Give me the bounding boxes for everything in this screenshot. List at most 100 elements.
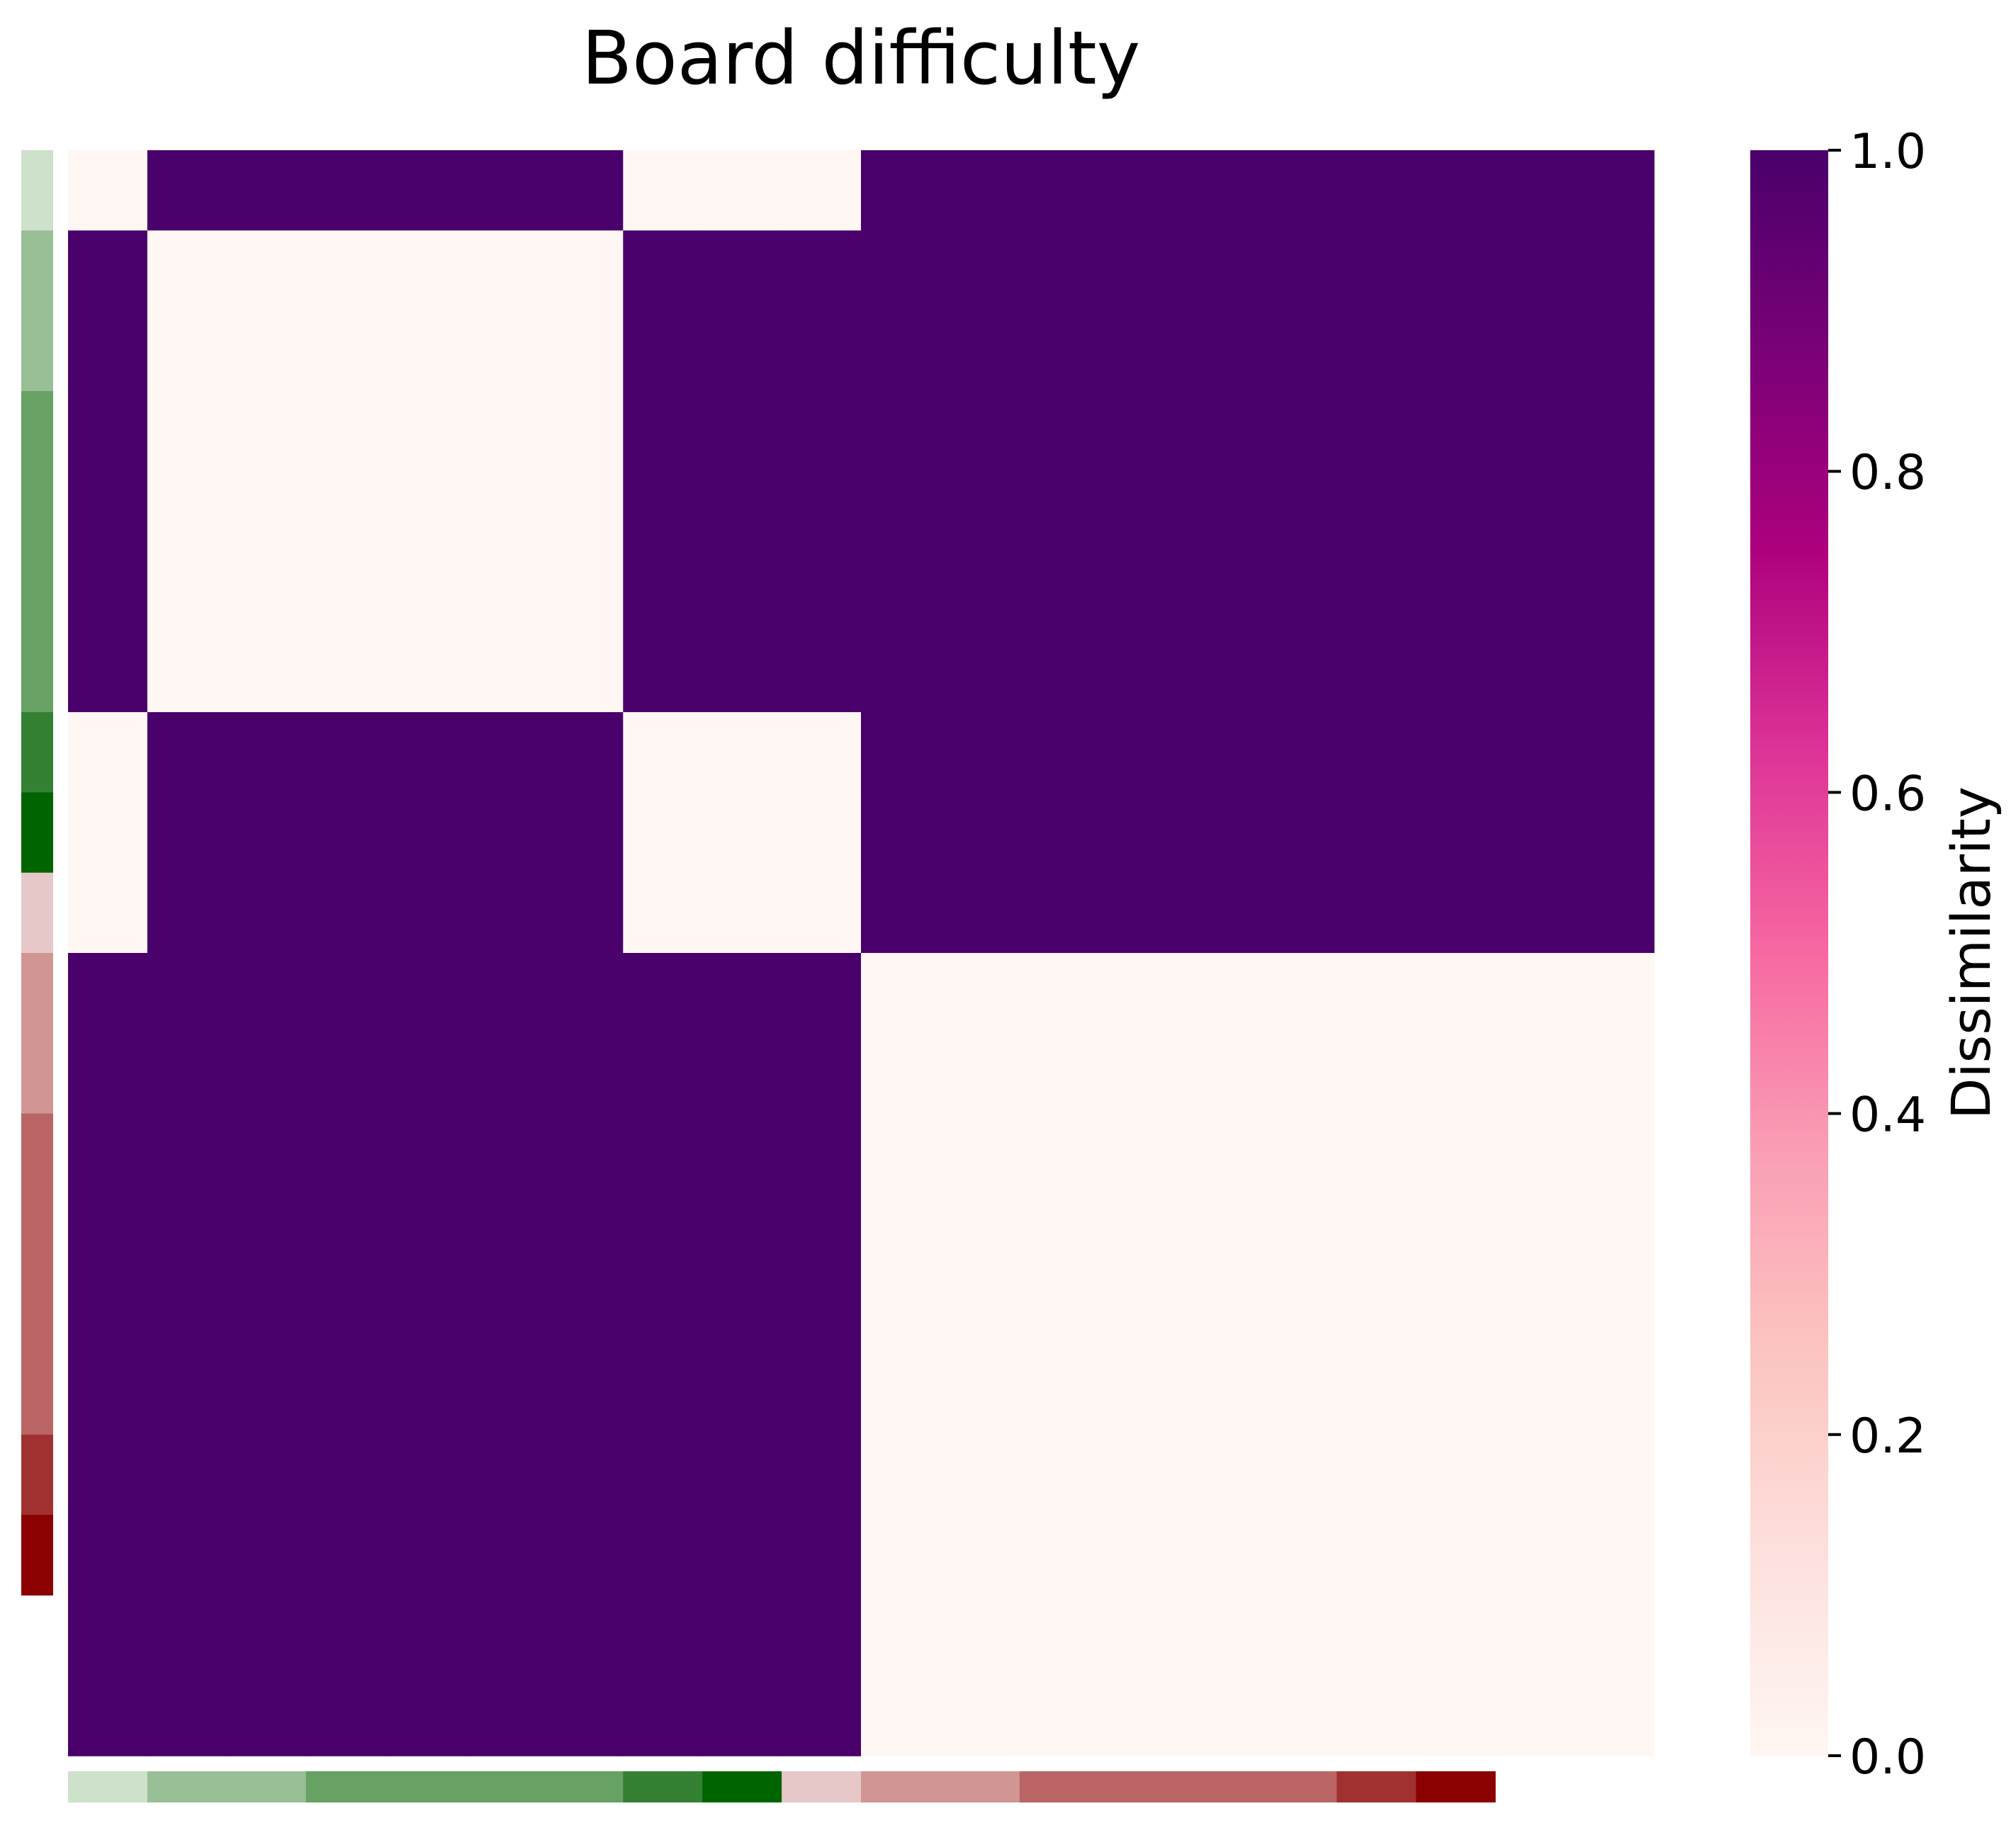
heatmap-cell-10-13 — [1098, 953, 1179, 1034]
heatmap-cell-4-11 — [940, 471, 1020, 553]
heatmap-cell-5-5 — [464, 551, 545, 633]
heatmap-cell-18-7 — [623, 1595, 703, 1676]
heatmap-cell-11-13 — [1098, 1033, 1179, 1114]
heatmap-cell-10-14 — [1178, 953, 1258, 1034]
heatmap-cell-5-19 — [1575, 551, 1655, 633]
heatmap-cell-10-19 — [1575, 953, 1655, 1034]
heatmap-cell-19-11 — [940, 1675, 1020, 1756]
heatmap-cell-4-16 — [1336, 471, 1417, 553]
heatmap-cell-9-13 — [1098, 872, 1179, 954]
heatmap-cell-1-18 — [1495, 230, 1575, 312]
heatmap-cell-14-1 — [147, 1274, 227, 1355]
row-group-color-6 — [21, 953, 53, 1114]
heatmap-cell-8-15 — [1257, 792, 1338, 874]
heatmap-cell-10-11 — [940, 953, 1020, 1034]
heatmap-cell-18-14 — [1178, 1595, 1258, 1676]
heatmap-cell-2-6 — [544, 310, 624, 392]
heatmap-cell-14-0 — [68, 1274, 148, 1355]
heatmap-cell-7-2 — [226, 712, 307, 794]
row-group-color-9 — [21, 1515, 53, 1596]
heatmap-cell-16-13 — [1098, 1434, 1179, 1516]
heatmap-cell-1-14 — [1178, 230, 1258, 312]
heatmap-cell-11-16 — [1336, 1033, 1417, 1114]
row-group-color-5 — [21, 872, 53, 954]
heatmap-cell-8-1 — [147, 792, 227, 874]
heatmap-cell-17-0 — [68, 1515, 148, 1596]
heatmap-cell-9-9 — [782, 872, 862, 954]
heatmap-cell-3-16 — [1336, 390, 1417, 472]
heatmap-cell-19-1 — [147, 1675, 227, 1756]
heatmap-cell-5-9 — [782, 551, 862, 633]
heatmap-cell-2-3 — [305, 310, 386, 392]
column-group-color-5 — [782, 1771, 862, 1802]
colorbar-tick-label-0: 0.0 — [1849, 1729, 1926, 1785]
colorbar-tick-label-5: 1.0 — [1849, 124, 1926, 180]
heatmap-cell-18-15 — [1257, 1595, 1338, 1676]
heatmap-cell-6-10 — [861, 631, 941, 713]
heatmap-cell-4-15 — [1257, 471, 1338, 553]
heatmap-cell-8-14 — [1178, 792, 1258, 874]
heatmap-cell-18-3 — [305, 1595, 386, 1676]
heatmap-cell-2-8 — [702, 310, 782, 392]
heatmap-cell-10-15 — [1257, 953, 1338, 1034]
colorbar-tick-label-4: 0.8 — [1849, 445, 1926, 501]
heatmap-cell-15-12 — [1019, 1354, 1100, 1435]
heatmap-cell-13-19 — [1575, 1193, 1655, 1275]
heatmap-cell-4-4 — [385, 471, 466, 553]
heatmap-cell-2-1 — [147, 310, 227, 392]
column-color-bar — [68, 1771, 1496, 1802]
heatmap-cell-9-3 — [305, 872, 386, 954]
heatmap-cell-2-10 — [861, 310, 941, 392]
heatmap-cell-10-6 — [544, 953, 624, 1034]
heatmap-cell-4-17 — [1416, 471, 1496, 553]
heatmap-cell-9-15 — [1257, 872, 1338, 954]
heatmap-cell-2-5 — [464, 310, 545, 392]
heatmap-cell-6-7 — [623, 631, 703, 713]
heatmap-cell-7-19 — [1575, 712, 1655, 794]
heatmap-cell-14-8 — [702, 1274, 782, 1355]
colorbar-tick-label-3: 0.6 — [1849, 766, 1926, 822]
heatmap-cell-7-3 — [305, 712, 386, 794]
heatmap-cell-11-4 — [385, 1033, 466, 1114]
heatmap-cell-11-11 — [940, 1033, 1020, 1114]
heatmap-cell-13-18 — [1495, 1193, 1575, 1275]
heatmap-cell-4-3 — [305, 471, 386, 553]
heatmap-cell-18-17 — [1416, 1595, 1496, 1676]
heatmap-cell-8-11 — [940, 792, 1020, 874]
heatmap-cell-17-3 — [305, 1515, 386, 1596]
heatmap-cell-13-0 — [68, 1193, 148, 1275]
heatmap-cell-4-18 — [1495, 471, 1575, 553]
heatmap-cell-0-13 — [1098, 150, 1179, 232]
heatmap-cell-3-10 — [861, 390, 941, 472]
heatmap-cell-9-10 — [861, 872, 941, 954]
heatmap-cell-10-1 — [147, 953, 227, 1034]
heatmap-cell-8-18 — [1495, 792, 1575, 874]
heatmap-cell-11-17 — [1416, 1033, 1496, 1114]
heatmap-cell-3-7 — [623, 390, 703, 472]
heatmap-cell-8-16 — [1336, 792, 1417, 874]
heatmap-cell-17-5 — [464, 1515, 545, 1596]
heatmap-cell-18-18 — [1495, 1595, 1575, 1676]
heatmap-cell-10-0 — [68, 953, 148, 1034]
heatmap-cell-10-16 — [1336, 953, 1417, 1034]
heatmap-cell-12-11 — [940, 1113, 1020, 1195]
column-group-color-3 — [623, 1771, 703, 1802]
heatmap-cell-19-17 — [1416, 1675, 1496, 1756]
heatmap-cell-16-0 — [68, 1434, 148, 1516]
heatmap-cell-1-8 — [702, 230, 782, 312]
heatmap-cell-9-5 — [464, 872, 545, 954]
heatmap-cell-1-12 — [1019, 230, 1100, 312]
heatmap-cell-17-4 — [385, 1515, 466, 1596]
heatmap-cell-1-6 — [544, 230, 624, 312]
heatmap-cell-15-17 — [1416, 1354, 1496, 1435]
heatmap-cell-0-5 — [464, 150, 545, 232]
heatmap-cell-12-6 — [544, 1113, 624, 1195]
heatmap-cell-2-19 — [1575, 310, 1655, 392]
heatmap-cell-15-3 — [305, 1354, 386, 1435]
heatmap-cell-2-13 — [1098, 310, 1179, 392]
heatmap-cell-2-11 — [940, 310, 1020, 392]
heatmap-cell-17-10 — [861, 1515, 941, 1596]
heatmap-cell-14-15 — [1257, 1274, 1338, 1355]
heatmap-cell-17-6 — [544, 1515, 624, 1596]
heatmap-cell-17-11 — [940, 1515, 1020, 1596]
